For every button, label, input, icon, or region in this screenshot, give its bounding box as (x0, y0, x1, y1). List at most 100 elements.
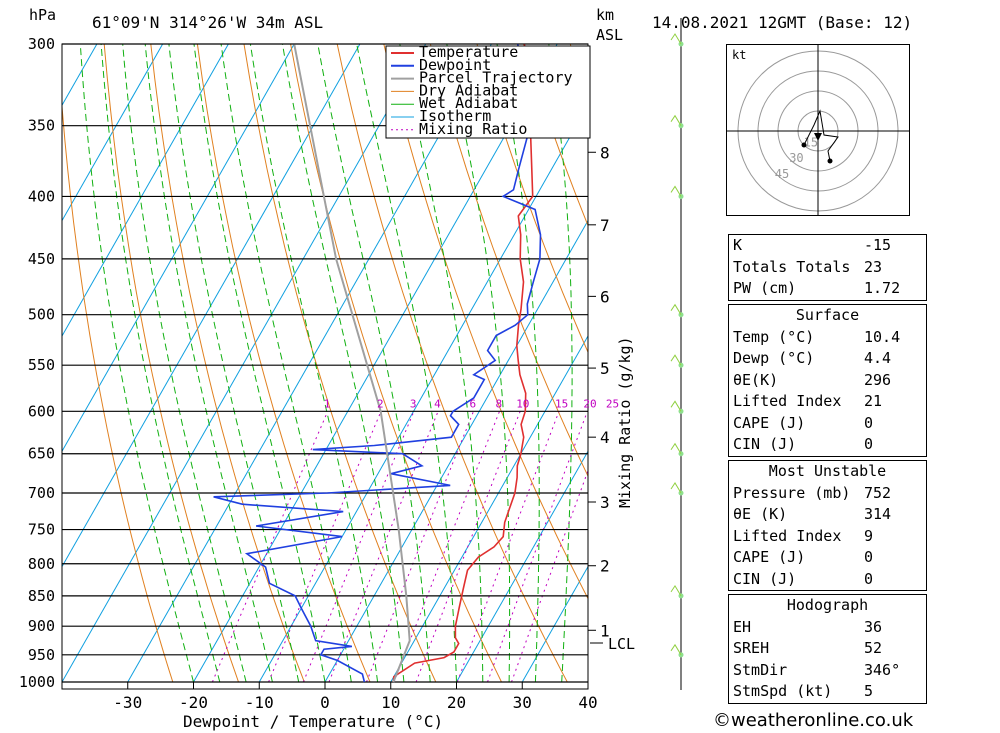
index-value: 10.4 (864, 327, 901, 346)
surface-panel: Surface Temp (°C) 10.4 Dewp (°C) 4.4 θE(K) 29… (728, 304, 927, 457)
copyright: ©weatheronline.co.uk (713, 710, 914, 731)
index-row: K -15 (729, 235, 926, 257)
wet-adiabat (100, 44, 221, 683)
pressure-gridlines (62, 43, 588, 683)
wet-adiabat (122, 44, 247, 683)
index-label: CIN (J) (733, 569, 797, 588)
dry-adiabat (990, 44, 1000, 682)
mixing-ratio-line (415, 411, 521, 683)
wet-adiabat (446, 44, 511, 683)
pressure-tick-label: 450 (28, 250, 55, 268)
wet-adiabat (399, 44, 484, 683)
hodograph-panel: kt 15 30 45 (726, 44, 910, 216)
pressure-tick-label: 550 (28, 356, 55, 374)
mixing-ratio-label: 25 (606, 397, 619, 410)
hodograph-trace (803, 109, 839, 162)
x-tick-label: 20 (447, 693, 466, 712)
dry-adiabat (290, 44, 502, 683)
isotherm-line (193, 44, 558, 683)
storm-motion-marker (814, 133, 822, 141)
index-row: StmSpd (kt) 5 (729, 681, 926, 703)
dry-adiabat (196, 44, 371, 683)
index-row: StmDir 346° (729, 660, 926, 682)
index-value: 0 (864, 569, 874, 588)
km-tick-label: 4 (600, 428, 610, 447)
hodograph-ring-label: 15 (804, 136, 818, 150)
wet-adiabat (168, 44, 300, 683)
km-tick-label: 3 (600, 493, 610, 512)
index-value: 0 (864, 413, 874, 432)
legend-label: Wet Adiabat (419, 94, 518, 112)
pressure-tick-label: 500 (28, 306, 55, 324)
index-label: CAPE (J) (733, 548, 806, 566)
hodograph-ring-label: 30 (789, 151, 803, 165)
dry-adiabat (523, 44, 588, 227)
index-value: 0 (864, 435, 874, 453)
pressure-tick-label: 300 (28, 35, 55, 53)
isotherm-line (0, 44, 31, 682)
dry-adiabat (62, 100, 174, 683)
index-label: Pressure (mb) (733, 483, 851, 502)
index-row: Lifted Index 9 (729, 526, 926, 548)
dry-adiabat (383, 44, 588, 600)
mixing-ratio-label: 2 (377, 397, 384, 410)
pressure-tick-label: 700 (28, 484, 55, 502)
x-tick-label: -20 (179, 693, 208, 712)
isotherm-line (521, 565, 588, 683)
x-tick-label: 40 (578, 693, 597, 712)
x-tick-label: 10 (381, 693, 400, 712)
index-label: PW (cm) (733, 279, 797, 297)
mixing-ratio-label: 10 (516, 397, 529, 410)
isotherm-line (390, 334, 588, 683)
pressure-tick-label: 650 (28, 445, 55, 463)
index-row: Lifted Index 21 (729, 391, 926, 413)
wet-adiabat (496, 44, 540, 683)
index-label: Totals Totals (733, 257, 851, 276)
mixing-ratio-axis-label: Mixing Ratio (g/kg) (616, 336, 634, 508)
mixing-ratio-line (456, 411, 560, 683)
km-labels: 8 7 6 5 4 3 2 1 (588, 143, 610, 640)
mixing-ratio-label: 8 (496, 397, 503, 410)
location-title: 61°09'N 314°26'W 34m ASL (92, 13, 323, 32)
index-row: θE(K) 296 (729, 370, 926, 392)
wind-barb (670, 33, 682, 45)
index-row: Pressure (mb) 752 (729, 483, 926, 505)
pressure-tick-label: 400 (28, 187, 55, 205)
index-label: Temp (°C) (733, 327, 815, 346)
km-unit: km (596, 6, 614, 24)
legend-label: Dry Adiabat (419, 81, 518, 99)
mixing-ratio-line (511, 469, 588, 683)
x-tick-label: -10 (245, 693, 274, 712)
km-tick-label: 2 (600, 557, 610, 576)
most-unstable-panel: Most Unstable Pressure (mb) 752 θE (K) 314 L… (728, 460, 927, 591)
index-row: θE (K) 314 (729, 504, 926, 526)
isotherm-line (127, 44, 492, 683)
wind-barb (670, 584, 682, 597)
unstable-title: Most Unstable (768, 462, 887, 480)
wind-barb (670, 114, 682, 126)
index-row: CAPE (J) 0 (729, 547, 926, 569)
pressure-tick-label: 750 (28, 521, 55, 539)
index-label: CAPE (J) (733, 413, 806, 432)
asl-unit: ASL (596, 26, 623, 44)
mixing-ratio-line (211, 411, 329, 683)
wet-adiabat (356, 44, 457, 683)
dry-adiabat (476, 44, 588, 354)
km-tick-label: 5 (600, 359, 610, 378)
mixing-ratio-line (487, 411, 588, 683)
pressure-tick-label: 800 (28, 555, 55, 573)
isotherm-line (62, 44, 295, 453)
dry-adiabat (103, 44, 239, 683)
series-dewpoint (213, 44, 542, 683)
wind-barb (670, 354, 682, 366)
wind-barb (670, 643, 682, 656)
isotherm-line (456, 450, 588, 683)
wind-barb (670, 303, 682, 315)
index-label: Lifted Index (733, 392, 842, 410)
hodograph-unit: kt (732, 48, 746, 62)
wet-adiabat (548, 44, 573, 683)
hodograph-point (801, 142, 807, 148)
isotherm-line (62, 44, 361, 568)
legend-label: Dewpoint (419, 56, 491, 74)
